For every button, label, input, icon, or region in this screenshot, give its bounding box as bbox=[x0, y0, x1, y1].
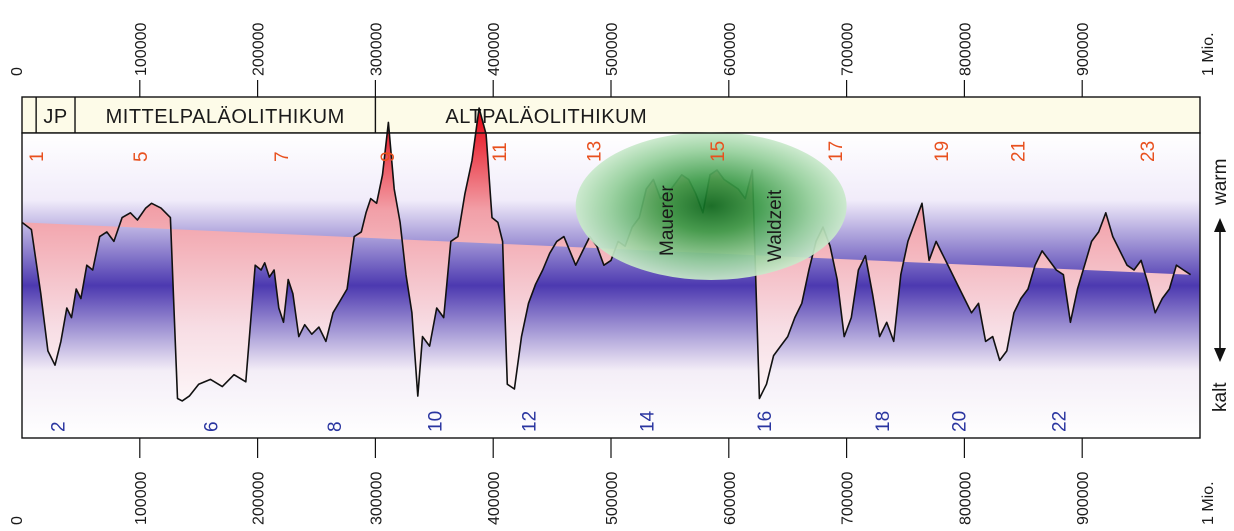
cold-stage-label: 18 bbox=[873, 411, 894, 432]
arrow-up-icon bbox=[1214, 218, 1226, 232]
plot-frame bbox=[21, 132, 1201, 439]
arrow-down-icon bbox=[1214, 348, 1226, 362]
period-label: JP bbox=[43, 106, 67, 128]
warm-stage-label: 17 bbox=[826, 141, 847, 162]
top-tick-label: 0 bbox=[9, 67, 26, 76]
cold-stage-label: 14 bbox=[637, 410, 658, 432]
bottom-tick-label: 400000 bbox=[486, 472, 503, 525]
warm-stage-label: 5 bbox=[131, 151, 152, 162]
bottom-tick-label: 900000 bbox=[1075, 472, 1092, 525]
bottom-tick-label: 800000 bbox=[957, 472, 974, 525]
forest-label-right: Waldzeit bbox=[765, 189, 786, 262]
cold-stage-labels: 2 6 8 10 12 14 16 18 20 22 bbox=[48, 410, 1070, 432]
cold-stage-label: 16 bbox=[755, 411, 776, 432]
top-tick-label: 900000 bbox=[1075, 23, 1092, 76]
forest-label-left: Mauerer bbox=[657, 185, 678, 256]
top-tick-label: 700000 bbox=[840, 23, 857, 76]
top-tick-label: 300000 bbox=[368, 23, 385, 76]
bottom-tick-label: 200000 bbox=[251, 472, 268, 525]
cold-stage-label: 20 bbox=[950, 411, 971, 432]
bottom-x-axis: 0 100000 200000 300000 400000 500000 600000 700… bbox=[9, 438, 1217, 525]
bottom-tick-label: 700000 bbox=[840, 472, 857, 525]
cold-stage-label: 8 bbox=[325, 421, 346, 432]
top-tick-label: 1 Mio. bbox=[1200, 32, 1217, 76]
period-bar: JP MITTELPALÄOLITHIKUM ALTPALÄOLITHIKUM bbox=[21, 96, 1201, 134]
bottom-tick-label: 300000 bbox=[368, 472, 385, 525]
top-tick-label: 100000 bbox=[133, 23, 150, 76]
warm-stage-label: 9 bbox=[378, 151, 399, 162]
cold-stage-label: 2 bbox=[48, 421, 69, 432]
warm-stage-label: 19 bbox=[932, 141, 953, 162]
cold-stage-label: 10 bbox=[425, 411, 446, 432]
top-tick-label: 500000 bbox=[604, 23, 621, 76]
temperature-curve-fill bbox=[22, 108, 1191, 401]
cold-label: kalt bbox=[1210, 382, 1231, 412]
period-bar-frame bbox=[21, 96, 1201, 134]
warm-stage-label: 11 bbox=[490, 142, 511, 162]
top-tick-label: 400000 bbox=[486, 23, 503, 76]
cold-stage-label: 6 bbox=[201, 421, 222, 432]
bottom-tick-label: 0 bbox=[9, 516, 26, 525]
warm-label: warm bbox=[1210, 159, 1231, 206]
warm-stage-labels: 1 5 7 9 11 13 15 17 19 21 23 bbox=[27, 141, 1159, 162]
warm-stage-label: 23 bbox=[1138, 141, 1159, 162]
warm-cold-axis: warm kalt bbox=[1210, 159, 1231, 412]
bottom-tick-label: 500000 bbox=[604, 472, 621, 525]
bottom-tick-label: 1 Mio. bbox=[1200, 481, 1217, 525]
warm-stage-label: 7 bbox=[272, 151, 293, 162]
warm-stage-label: 1 bbox=[27, 151, 48, 162]
warm-stage-label: 15 bbox=[708, 141, 729, 162]
cold-stage-label: 12 bbox=[520, 411, 541, 432]
top-tick-label: 600000 bbox=[722, 23, 739, 76]
mauerer-waldzeit-ellipse bbox=[575, 132, 847, 280]
period-label: ALTPALÄOLITHIKUM bbox=[445, 106, 647, 128]
warm-stage-label: 21 bbox=[1008, 141, 1029, 162]
bottom-tick-label: 600000 bbox=[722, 472, 739, 525]
cold-stage-label: 22 bbox=[1050, 411, 1071, 432]
period-label: MITTELPALÄOLITHIKUM bbox=[106, 106, 345, 128]
top-tick-label: 800000 bbox=[957, 23, 974, 76]
bottom-tick-label: 100000 bbox=[133, 472, 150, 525]
top-x-axis: 0 100000 200000 300000 400000 500000 600000 700… bbox=[9, 23, 1217, 97]
warm-stage-label: 13 bbox=[584, 141, 605, 162]
top-tick-label: 200000 bbox=[251, 23, 268, 76]
